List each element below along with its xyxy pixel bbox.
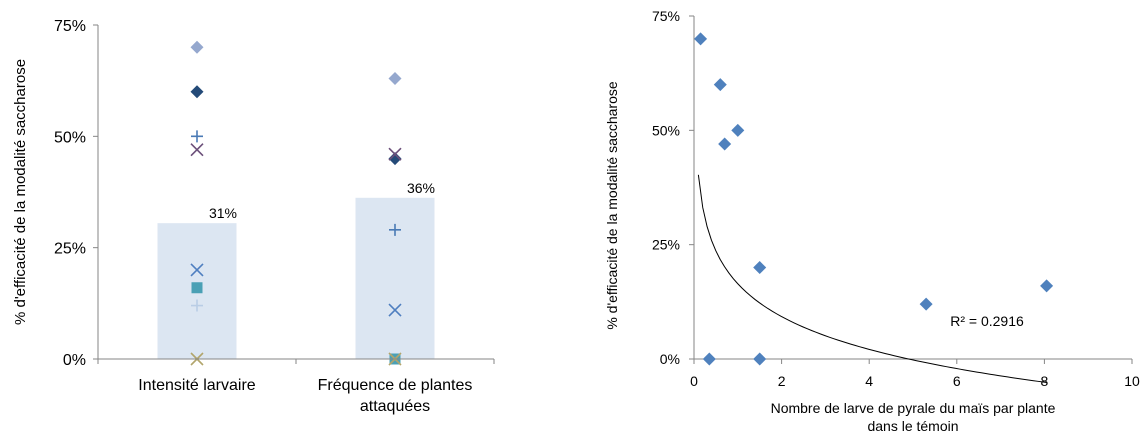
- data-point: [694, 32, 708, 46]
- y-tick-label: 0%: [660, 351, 680, 367]
- x-tick-label: Fréquence de plantes: [318, 377, 473, 394]
- overlay-point: [388, 303, 402, 317]
- overlay-point: [191, 130, 203, 143]
- overlay-point: [191, 282, 203, 294]
- overlay-point: [191, 299, 203, 312]
- overlay-point: [388, 71, 402, 85]
- x-tick-label: attaquées: [360, 398, 430, 415]
- x-tick-label: 4: [865, 373, 873, 389]
- data-point: [718, 137, 732, 151]
- x-tick-label: 10: [1124, 373, 1140, 389]
- overlay-point: [389, 223, 401, 236]
- data-point: [702, 352, 716, 366]
- data-point: [713, 78, 727, 92]
- trendline: [697, 174, 1047, 383]
- y-tick-label: 25%: [54, 241, 86, 258]
- y-tick-label: 25%: [652, 237, 680, 253]
- chart-efficacy-bars: 0% 25% 50% 75% Intensité larvaire Fréquence d…: [12, 18, 495, 415]
- overlay-point: [190, 40, 204, 54]
- x-tick-label: 0: [690, 373, 698, 389]
- y-axis-title: % d'efficacité de la modalité saccharose: [12, 59, 29, 325]
- data-point: [919, 297, 933, 311]
- overlay-point: [190, 263, 204, 277]
- data-point: [753, 261, 767, 275]
- x-tick-label: Intensité larvaire: [138, 377, 255, 394]
- y-tick-label: 50%: [652, 122, 680, 138]
- x-tick-label: 2: [778, 373, 786, 389]
- x-axis-title: dans le témoin: [867, 418, 958, 432]
- x-tick-label: 8: [1041, 373, 1049, 389]
- x-tick-label: 6: [953, 373, 961, 389]
- chart-efficacy-scatter: 0% 25% 50% 75% 0 2 4 6 8 10 Nombre de larve de pyr…: [604, 8, 1140, 432]
- y-tick-label: 75%: [652, 8, 680, 24]
- y-tick-label: 0%: [63, 352, 86, 369]
- overlay-point: [190, 85, 204, 99]
- x-axis-title: Nombre de larve de pyrale du maïs par pl…: [771, 400, 1056, 416]
- r-squared-annotation: R² = 0.2916: [950, 313, 1024, 329]
- overlay-point: [190, 143, 204, 157]
- y-axis-title: % d'efficacité de la modalité saccharose: [604, 81, 620, 330]
- data-point: [753, 352, 767, 366]
- overlay-point: [388, 152, 402, 166]
- data-point: [1040, 279, 1054, 293]
- y-tick-label: 50%: [54, 129, 86, 146]
- data-point: [731, 123, 745, 137]
- bar: [355, 197, 435, 359]
- data-label: 31%: [209, 205, 237, 221]
- overlay-point: [388, 147, 402, 161]
- y-tick-label: 75%: [54, 18, 86, 35]
- data-label: 36%: [407, 180, 435, 196]
